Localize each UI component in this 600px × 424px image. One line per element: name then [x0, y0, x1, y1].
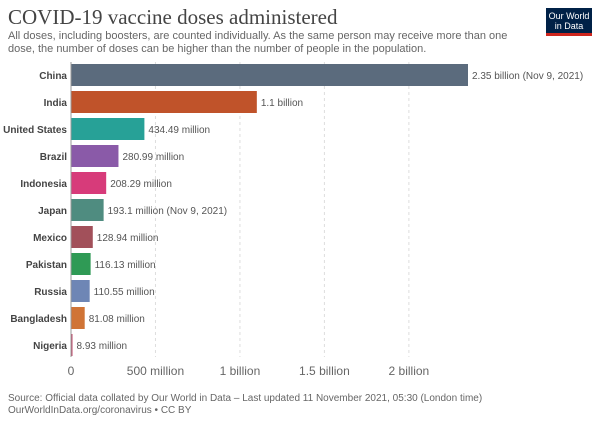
category-label: Bangladesh [10, 314, 67, 325]
license-text: OurWorldInData.org/coronavirus • CC BY [8, 405, 192, 416]
value-label: 208.29 million [110, 179, 172, 190]
owid-logo[interactable]: Our World in Data [546, 8, 592, 36]
bar [71, 226, 93, 248]
bar [71, 199, 104, 221]
category-label: United States [3, 125, 67, 136]
value-label: 110.55 million [94, 287, 155, 298]
bar [71, 172, 107, 194]
category-label: Pakistan [26, 260, 67, 271]
logo-line-1: Our World [548, 11, 590, 21]
chart-source: Source: Official data collated by Our Wo… [8, 393, 482, 417]
x-tick-label: 2 billion [389, 364, 430, 378]
bar [71, 118, 145, 140]
bar [71, 334, 73, 356]
value-label: 8.93 million [77, 341, 128, 352]
value-label: 128.94 million [97, 233, 159, 244]
bar [71, 64, 468, 86]
value-label: 280.99 million [122, 152, 184, 163]
category-label: Mexico [33, 233, 67, 244]
value-label: 1.1 billion [261, 98, 303, 109]
category-label: Japan [38, 206, 67, 217]
x-tick-label: 0 [68, 364, 75, 378]
value-label: 193.1 million (Nov 9, 2021) [108, 206, 228, 217]
category-label: Indonesia [20, 179, 67, 190]
bar [71, 145, 119, 167]
bar [71, 280, 90, 302]
source-text: Source: Official data collated by Our Wo… [8, 393, 483, 404]
category-label: Nigeria [33, 341, 67, 352]
bar [71, 253, 91, 275]
chart-title: COVID-19 vaccine doses administered [8, 5, 338, 29]
category-label: China [39, 71, 67, 82]
value-label: 2.35 billion (Nov 9, 2021) [472, 71, 583, 82]
bar [71, 91, 257, 113]
value-label: 81.08 million [89, 314, 145, 325]
category-label: Russia [34, 287, 67, 298]
x-tick-label: 1 billion [220, 364, 261, 378]
category-label: India [44, 98, 68, 109]
chart-subtitle: All doses, including boosters, are count… [8, 30, 508, 55]
bar [71, 307, 85, 329]
logo-line-2: in Data [554, 21, 584, 31]
x-tick-label: 500 million [127, 364, 184, 378]
x-tick-label: 1.5 billion [299, 364, 350, 378]
value-label: 434.49 million [148, 125, 210, 136]
category-label: Brazil [40, 152, 67, 163]
value-label: 116.13 million [95, 260, 156, 271]
